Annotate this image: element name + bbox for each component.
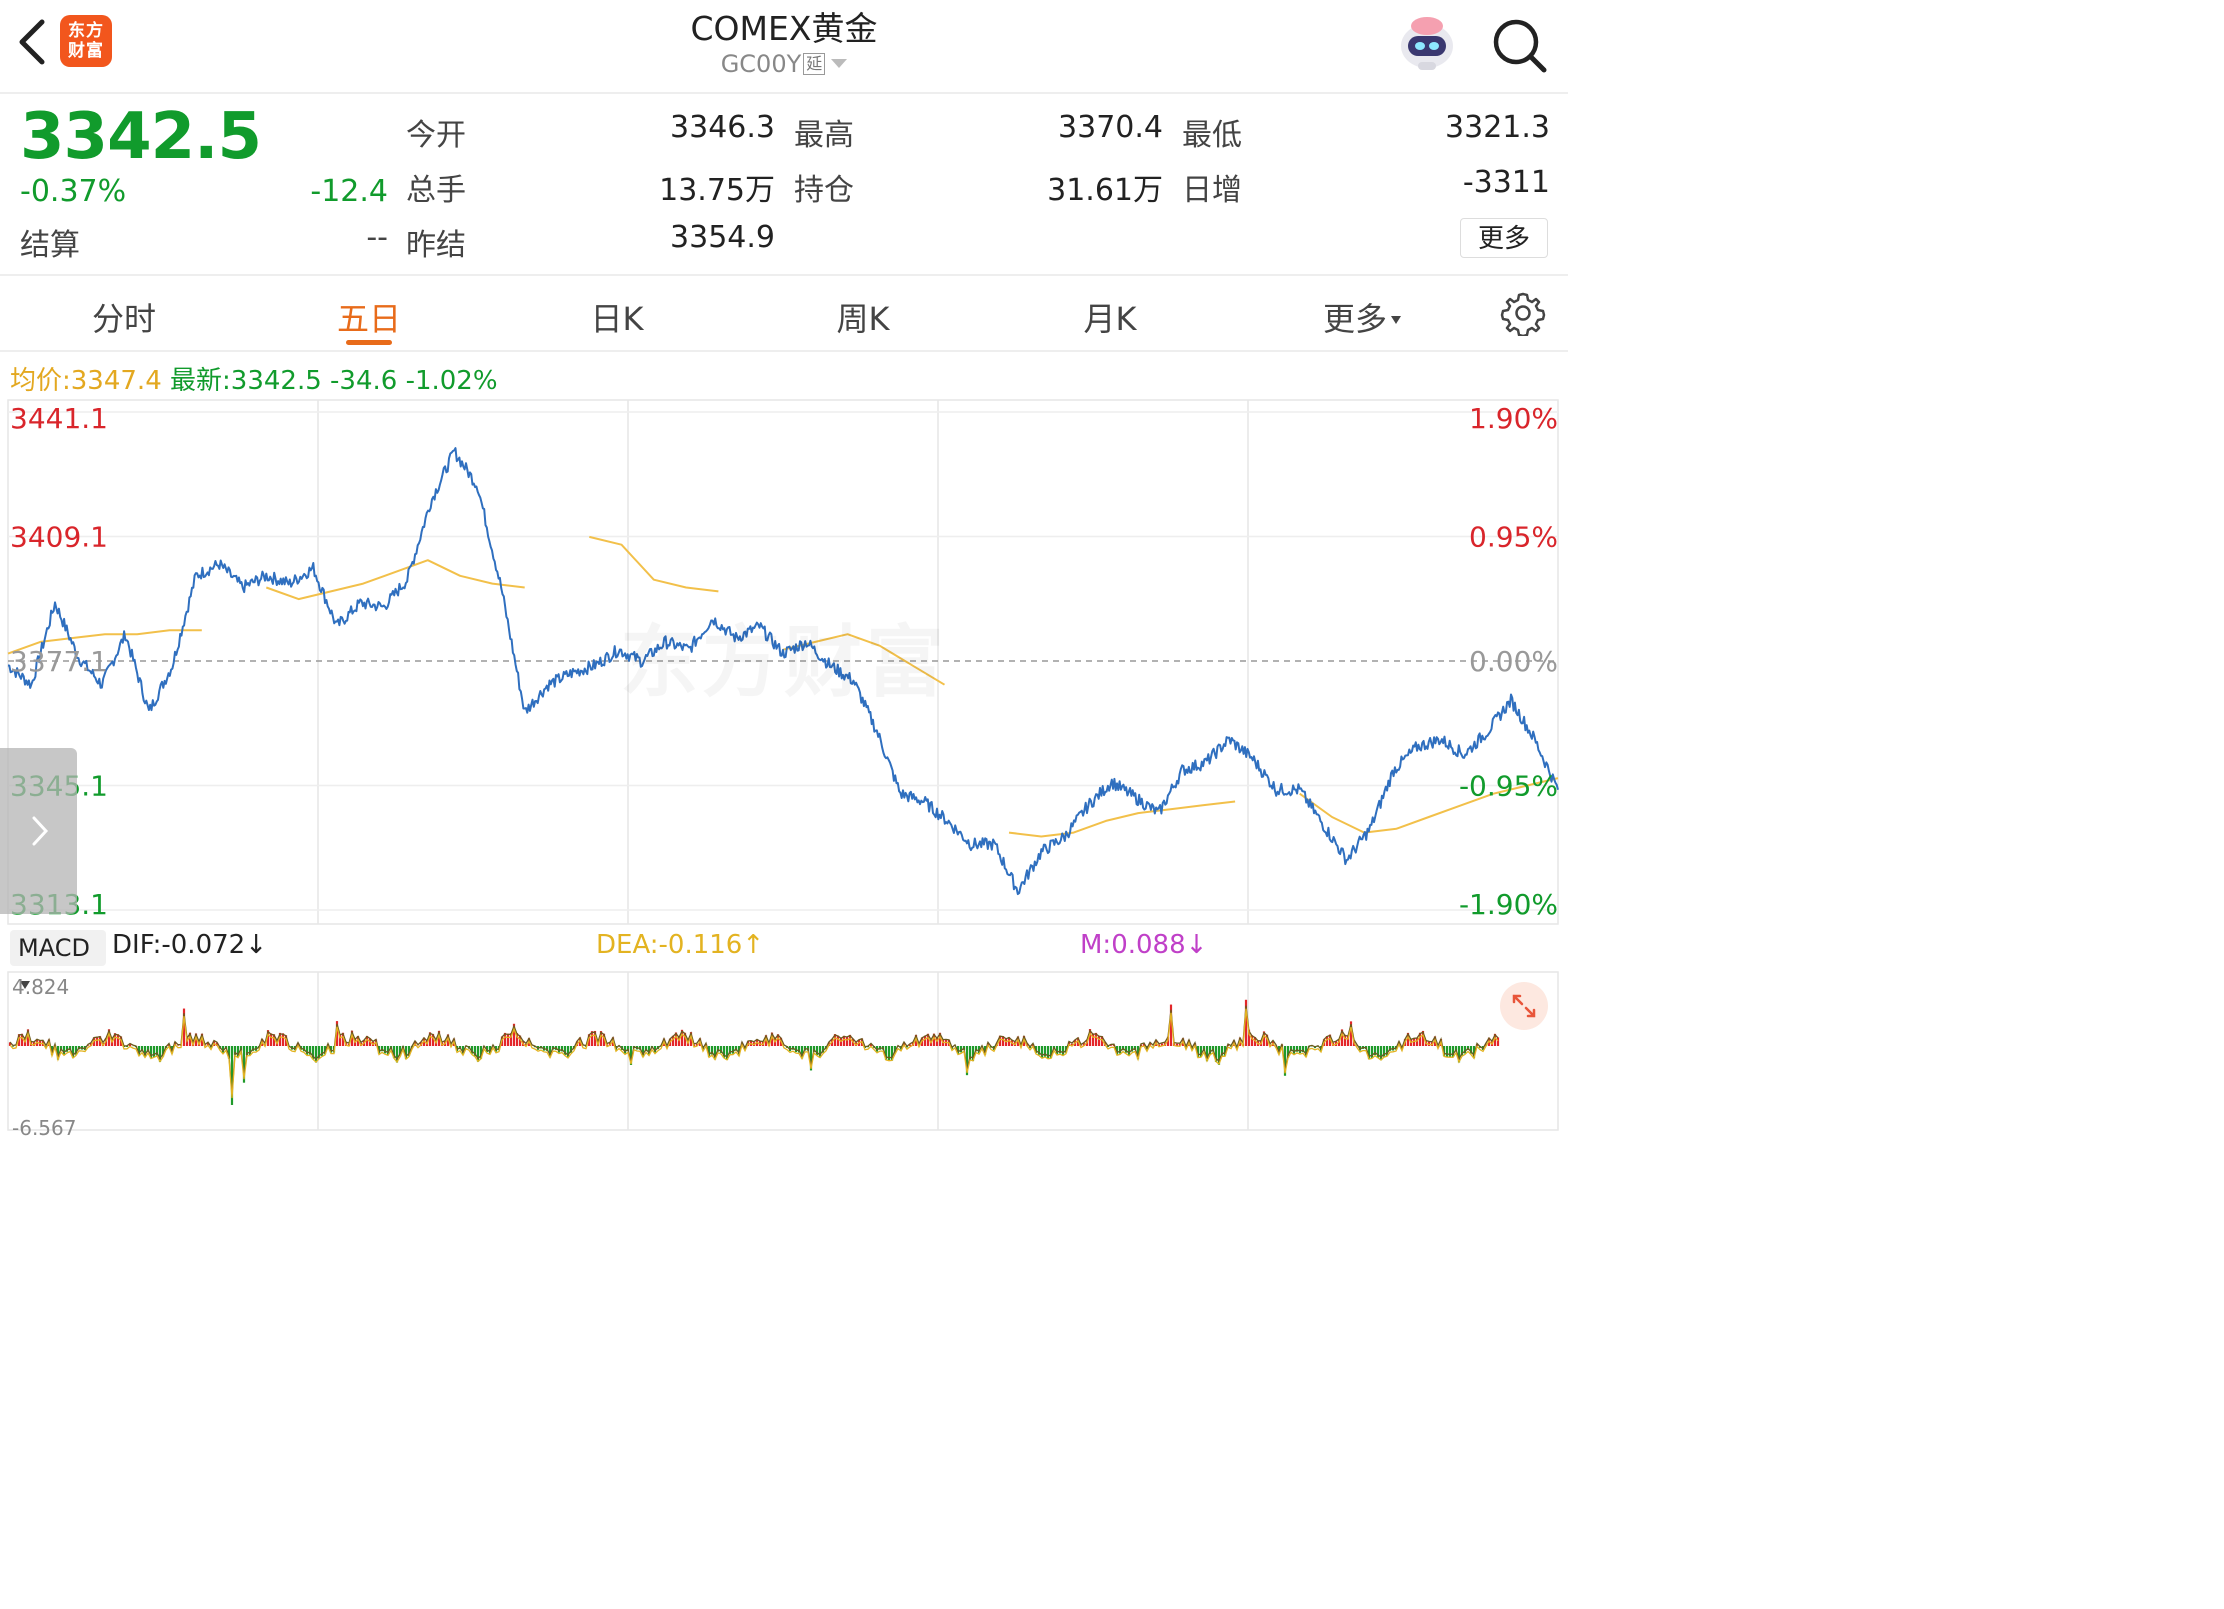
- y-axis-right-label: -0.95%: [1459, 770, 1558, 803]
- tab-more[interactable]: 更多: [1282, 294, 1442, 340]
- latest-value: 3342.5: [230, 366, 322, 396]
- daily-increase-label: 日增: [1182, 173, 1242, 208]
- macd-m: M:0.088↓: [1080, 930, 1208, 960]
- avg-price-line: [7, 535, 1559, 838]
- settle-value: --: [366, 220, 388, 255]
- y-axis-left-label: 3377.1: [10, 645, 108, 678]
- tab-more-label: 更多: [1322, 300, 1387, 338]
- prev-settle-value: 3354.9: [670, 220, 775, 255]
- chart-side-handle[interactable]: [0, 748, 77, 914]
- y-axis-right-label: -1.90%: [1459, 888, 1558, 921]
- indicator-select[interactable]: MACD: [10, 930, 106, 989]
- tab-intraday[interactable]: 分时: [91, 300, 156, 338]
- latest-change-pct: -1.02%: [405, 366, 498, 396]
- avg-price-label: 均价:: [10, 366, 71, 396]
- active-tab-indicator: [346, 340, 392, 345]
- dropdown-triangle-icon: [20, 981, 30, 989]
- contract-code-selector[interactable]: GC00Y 延: [584, 50, 984, 78]
- y-axis-right-label: 0.95%: [1469, 521, 1558, 554]
- expand-icon[interactable]: [1500, 982, 1548, 1030]
- macd-dif: DIF:-0.072↓: [112, 930, 267, 960]
- high-label: 最高: [794, 118, 854, 153]
- prev-settle-label: 昨结: [406, 228, 466, 263]
- volume-value: 13.75万: [659, 173, 775, 208]
- change-amount: -12.4: [310, 174, 388, 209]
- macd-frame: [7, 971, 1559, 1131]
- low-label: 最低: [1182, 118, 1242, 153]
- top-header: 东方 财富 COMEX黄金 GC00Y 延: [0, 0, 1568, 94]
- macd-y-max: 4.824: [12, 975, 70, 999]
- robot-assistant-icon[interactable]: [1396, 12, 1458, 74]
- latest-label: 最新:: [170, 366, 231, 396]
- open-value: 3346.3: [670, 110, 775, 145]
- logo-text-line2: 财富: [68, 41, 104, 61]
- quote-panel: 3342.5 -0.37% -12.4 结算 -- 今开 3346.3 最高 3…: [0, 94, 1568, 276]
- price-line: [7, 447, 1559, 896]
- tab-daily-k[interactable]: 日K: [590, 300, 644, 338]
- dropdown-triangle-icon: [1391, 316, 1401, 324]
- change-percent: -0.37%: [20, 174, 127, 209]
- macd-y-min: -6.567: [12, 1116, 77, 1140]
- open-interest-label: 持仓: [794, 173, 854, 208]
- period-tabs: 分时 五日 日K 周K 月K 更多: [0, 276, 1568, 352]
- settle-label: 结算: [20, 228, 80, 263]
- tab-five-day[interactable]: 五日: [336, 300, 401, 338]
- page-title: COMEX黄金: [690, 9, 878, 48]
- more-quote-button[interactable]: 更多: [1460, 218, 1548, 258]
- dropdown-triangle-icon: [831, 59, 848, 68]
- volume-label: 总手: [406, 173, 466, 208]
- indicator-name: MACD: [18, 934, 90, 962]
- dea-line: [9, 1008, 1499, 1099]
- low-value: 3321.3: [1445, 110, 1550, 145]
- five-day-price-chart[interactable]: 3441.11.90%3409.10.95%3377.10.00%3345.1-…: [0, 398, 1568, 928]
- open-interest-value: 31.61万: [1047, 173, 1163, 208]
- daily-increase-value: -3311: [1462, 165, 1550, 200]
- last-price: 3342.5: [20, 100, 262, 174]
- logo-text-line1: 东方: [68, 21, 104, 41]
- latest-change: -34.6: [330, 366, 398, 396]
- price-info-line: 均价:3347.4 最新:3342.5 -34.6 -1.02%: [10, 360, 498, 397]
- avg-price-value: 3347.4: [70, 366, 162, 396]
- chart-frame: [7, 399, 1559, 925]
- search-icon[interactable]: [1488, 14, 1550, 76]
- contract-code: GC00Y: [720, 50, 802, 78]
- back-arrow-icon[interactable]: [10, 14, 56, 70]
- delay-badge: 延: [803, 53, 826, 75]
- open-label: 今开: [406, 118, 466, 153]
- tab-weekly-k[interactable]: 周K: [836, 300, 890, 338]
- y-axis-right-label: 0.00%: [1469, 645, 1558, 678]
- dif-line: [9, 1005, 1499, 1096]
- y-axis-left-label: 3441.1: [10, 402, 108, 435]
- chevron-right-icon: [32, 816, 49, 846]
- y-axis-left-label: 3409.1: [10, 521, 108, 554]
- y-axis-right-label: 1.90%: [1469, 402, 1558, 435]
- gear-icon[interactable]: [1500, 290, 1546, 338]
- macd-chart: [7, 971, 1559, 1131]
- tab-monthly-k[interactable]: 月K: [1083, 300, 1137, 338]
- macd-dea: DEA:-0.116↑: [596, 930, 765, 960]
- high-value: 3370.4: [1058, 110, 1163, 145]
- eastmoney-logo: 东方 财富: [60, 15, 112, 67]
